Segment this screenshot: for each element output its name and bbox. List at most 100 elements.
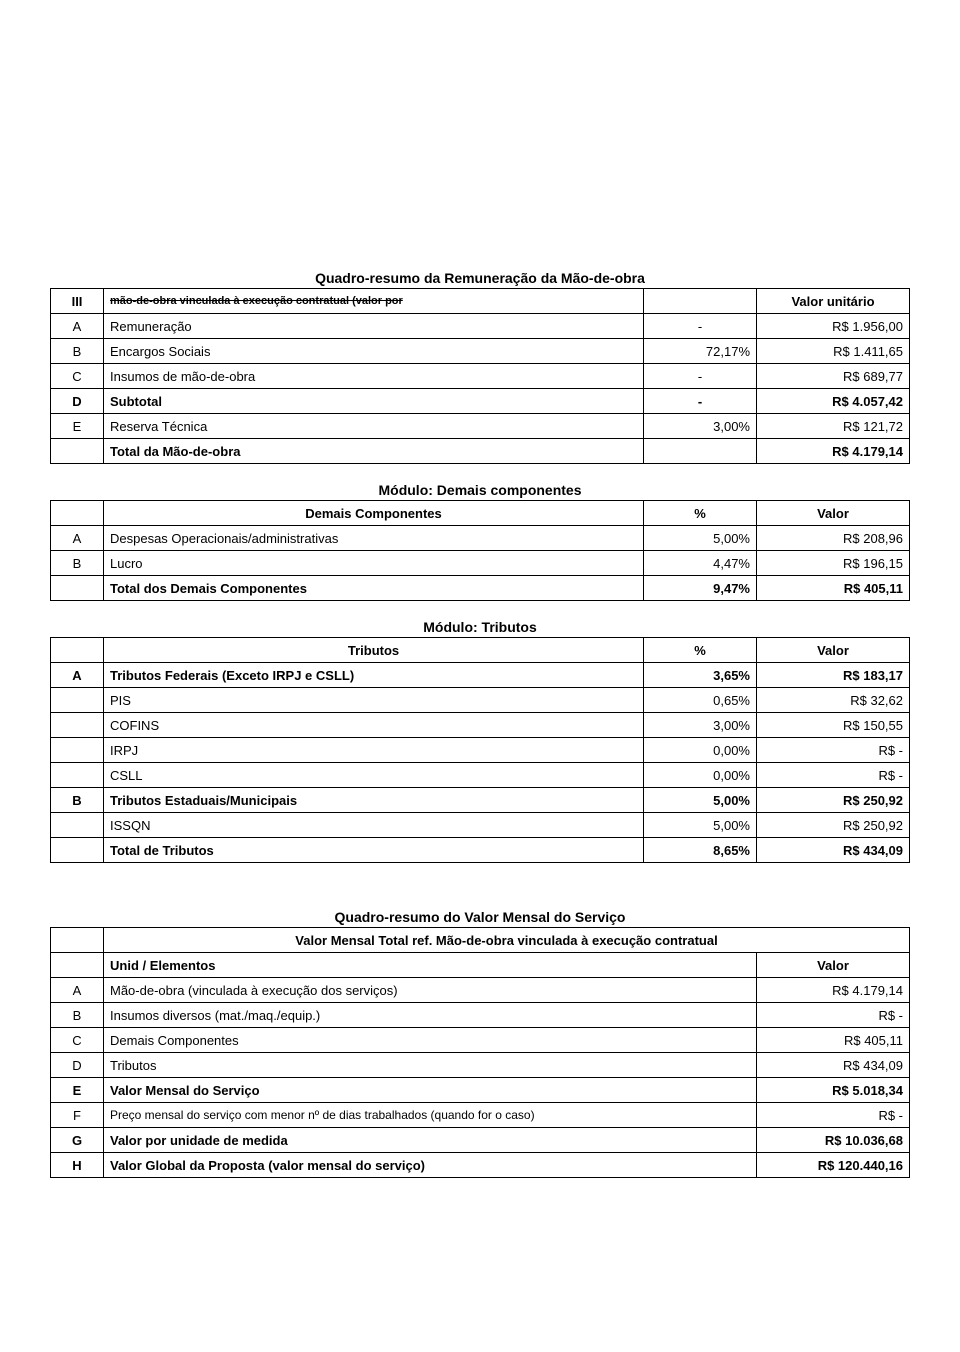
- cell-val: R$ 689,77: [757, 364, 910, 389]
- cell-code: A: [51, 526, 104, 551]
- header-val: Valor: [757, 638, 910, 663]
- cell-code: D: [51, 1053, 104, 1078]
- cell-val: R$ 4.057,42: [757, 389, 910, 414]
- cell-val: R$ 1.411,65: [757, 339, 910, 364]
- cell-desc: IRPJ: [104, 738, 644, 763]
- header-val: Valor: [757, 953, 910, 978]
- header-desc: Tributos: [104, 638, 644, 663]
- cell-pct: 8,65%: [644, 838, 757, 863]
- span-header: Valor Mensal Total ref. Mão-de-obra vinc…: [104, 928, 910, 953]
- table-header: Demais Componentes % Valor: [51, 501, 910, 526]
- header-val: Valor: [757, 501, 910, 526]
- cell-desc: CSLL: [104, 763, 644, 788]
- cell-val: R$ 4.179,14: [757, 978, 910, 1003]
- cell-code: [51, 576, 104, 601]
- cell-val: R$ -: [757, 738, 910, 763]
- cell-desc: Preço mensal do serviço com menor nº de …: [104, 1103, 757, 1128]
- cell-pct: [644, 439, 757, 464]
- cell-val: R$ 10.036,68: [757, 1128, 910, 1153]
- table-row: CDemais ComponentesR$ 405,11: [51, 1028, 910, 1053]
- cell-code: [51, 713, 104, 738]
- cell-code: B: [51, 551, 104, 576]
- cell-pct: 3,00%: [644, 414, 757, 439]
- cell-pct: 3,00%: [644, 713, 757, 738]
- blank-cell: [51, 928, 104, 953]
- table-header: Unid / Elementos Valor: [51, 953, 910, 978]
- tributos-table: Tributos % Valor ATributos Federais (Exc…: [50, 637, 910, 863]
- cell-desc: COFINS: [104, 713, 644, 738]
- table-row: Total dos Demais Componentes9,47%R$ 405,…: [51, 576, 910, 601]
- demais-table: Demais Componentes % Valor ADespesas Ope…: [50, 500, 910, 601]
- table-row: DSubtotal-R$ 4.057,42: [51, 389, 910, 414]
- table-row: Total da Mão-de-obraR$ 4.179,14: [51, 439, 910, 464]
- cell-desc: Tributos Estaduais/Municipais: [104, 788, 644, 813]
- cell-code: F: [51, 1103, 104, 1128]
- table-header: III mão-de-obra vinculada à execução con…: [51, 289, 910, 314]
- cell-code: B: [51, 339, 104, 364]
- cell-desc: Valor Mensal do Serviço: [104, 1078, 757, 1103]
- cell-desc: Tributos Federais (Exceto IRPJ e CSLL): [104, 663, 644, 688]
- cell-val: R$ 434,09: [757, 838, 910, 863]
- cell-code: [51, 838, 104, 863]
- table-span-header: Valor Mensal Total ref. Mão-de-obra vinc…: [51, 928, 910, 953]
- cell-desc: Despesas Operacionais/administrativas: [104, 526, 644, 551]
- header-pct: %: [644, 638, 757, 663]
- cell-val: R$ -: [757, 1103, 910, 1128]
- cell-val: R$ 250,92: [757, 813, 910, 838]
- cell-desc: Valor Global da Proposta (valor mensal d…: [104, 1153, 757, 1178]
- cell-code: E: [51, 414, 104, 439]
- page: Quadro-resumo da Remuneração da Mão-de-o…: [50, 270, 910, 1178]
- header-code: [51, 501, 104, 526]
- cell-code: [51, 813, 104, 838]
- cell-val: R$ 1.956,00: [757, 314, 910, 339]
- table-row: HValor Global da Proposta (valor mensal …: [51, 1153, 910, 1178]
- cell-desc: PIS: [104, 688, 644, 713]
- table-row: ATributos Federais (Exceto IRPJ e CSLL)3…: [51, 663, 910, 688]
- cell-val: R$ 121,72: [757, 414, 910, 439]
- cell-desc: Total de Tributos: [104, 838, 644, 863]
- table-row: BLucro4,47%R$ 196,15: [51, 551, 910, 576]
- cell-pct: 72,17%: [644, 339, 757, 364]
- table-row: AMão-de-obra (vinculada à execução dos s…: [51, 978, 910, 1003]
- table-row: FPreço mensal do serviço com menor nº de…: [51, 1103, 910, 1128]
- cell-pct: 0,00%: [644, 738, 757, 763]
- cell-desc: Remuneração: [104, 314, 644, 339]
- cell-val: R$ 150,55: [757, 713, 910, 738]
- header-desc: mão-de-obra vinculada à execução contrat…: [104, 289, 644, 314]
- table-row: BEncargos Sociais72,17%R$ 1.411,65: [51, 339, 910, 364]
- cell-code: H: [51, 1153, 104, 1178]
- header-code: III: [51, 289, 104, 314]
- cell-pct: 0,00%: [644, 763, 757, 788]
- table-header: Tributos % Valor: [51, 638, 910, 663]
- cell-code: [51, 763, 104, 788]
- table-row: CInsumos de mão-de-obra-R$ 689,77: [51, 364, 910, 389]
- cell-val: R$ 208,96: [757, 526, 910, 551]
- cell-pct: 4,47%: [644, 551, 757, 576]
- cell-desc: Encargos Sociais: [104, 339, 644, 364]
- cell-val: R$ 405,11: [757, 1028, 910, 1053]
- table-row: GValor por unidade de medidaR$ 10.036,68: [51, 1128, 910, 1153]
- header-desc: Demais Componentes: [104, 501, 644, 526]
- cell-pct: 9,47%: [644, 576, 757, 601]
- cell-desc: Insumos diversos (mat./maq./equip.): [104, 1003, 757, 1028]
- resumo-table: Valor Mensal Total ref. Mão-de-obra vinc…: [50, 927, 910, 1178]
- cell-code: A: [51, 978, 104, 1003]
- table-row: ISSQN5,00%R$ 250,92: [51, 813, 910, 838]
- cell-code: D: [51, 389, 104, 414]
- header-pct: [644, 289, 757, 314]
- table-row: ARemuneração-R$ 1.956,00: [51, 314, 910, 339]
- cell-val: R$ 120.440,16: [757, 1153, 910, 1178]
- cell-pct: -: [644, 314, 757, 339]
- cell-val: R$ 183,17: [757, 663, 910, 688]
- cell-code: E: [51, 1078, 104, 1103]
- header-desc: Unid / Elementos: [104, 953, 757, 978]
- header-val: Valor unitário: [757, 289, 910, 314]
- cell-val: R$ 32,62: [757, 688, 910, 713]
- table-row: PIS0,65%R$ 32,62: [51, 688, 910, 713]
- cell-pct: -: [644, 389, 757, 414]
- cell-code: [51, 688, 104, 713]
- cell-val: R$ -: [757, 763, 910, 788]
- header-code: [51, 638, 104, 663]
- table-row: Total de Tributos8,65%R$ 434,09: [51, 838, 910, 863]
- remuneracao-table: III mão-de-obra vinculada à execução con…: [50, 288, 910, 464]
